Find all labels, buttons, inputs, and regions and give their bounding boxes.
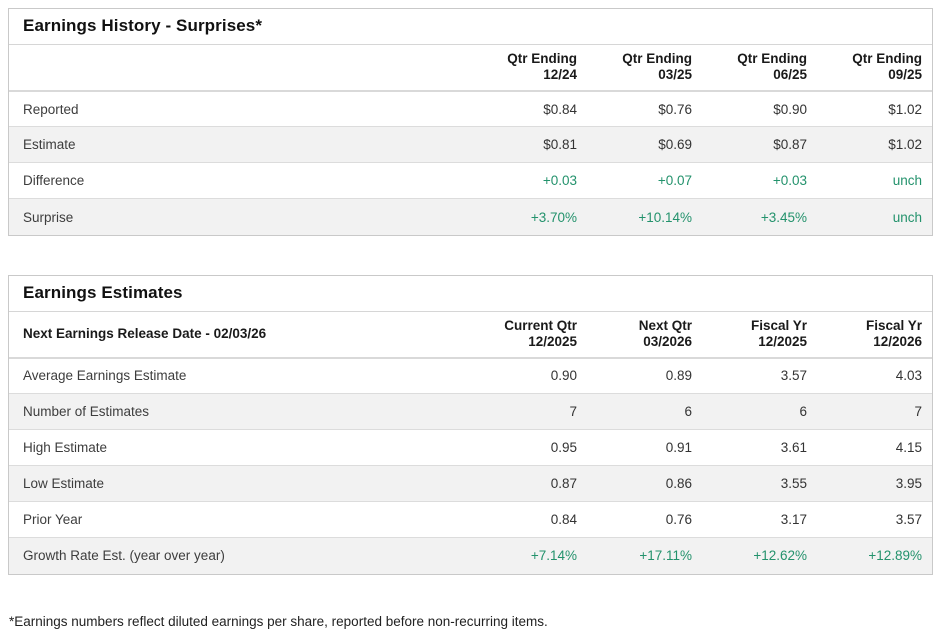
column-header: Next Qtr 03/2026 [587, 311, 702, 359]
cell-value: 0.90 [550, 368, 577, 384]
cell-value: 4.03 [895, 368, 922, 384]
column-header: Qtr Ending 09/25 [817, 45, 932, 92]
cell-value: unch [892, 173, 922, 189]
cell-value: +12.89% [868, 548, 922, 564]
earnings-history-title: Earnings History - Surprises* [9, 9, 932, 45]
row-label: Surprise [23, 209, 74, 225]
cell-value: +10.14% [638, 209, 692, 225]
cell-value: 6 [799, 404, 807, 420]
row-label: Low Estimate [23, 476, 105, 492]
cell-value: 3.57 [780, 368, 807, 384]
cell-value: 3.95 [895, 476, 922, 492]
cell-value: +0.03 [542, 173, 577, 189]
cell-value: $0.81 [543, 137, 577, 153]
earnings-estimates-table: Next Earnings Release Date - 02/03/26 Cu… [9, 311, 932, 574]
cell-value: +3.45% [760, 209, 807, 225]
cell-value: 0.91 [665, 440, 692, 456]
cell-value: +7.14% [530, 548, 577, 564]
earnings-footnote: *Earnings numbers reflect diluted earnin… [9, 613, 548, 629]
earnings-history-table: Qtr Ending 12/24 Qtr Ending 03/25 Qtr Ending… [9, 45, 932, 235]
cell-value: +0.07 [657, 173, 692, 189]
cell-value: $1.02 [888, 137, 922, 153]
cell-value: 7 [914, 404, 922, 420]
column-header: Current Qtr 12/2025 [472, 311, 587, 359]
column-header: Qtr Ending 12/24 [472, 45, 587, 92]
cell-value: 0.87 [550, 476, 577, 492]
cell-value: 3.55 [780, 476, 807, 492]
cell-value: $0.90 [773, 101, 807, 117]
row-label: Number of Estimates [23, 404, 150, 420]
cell-value: 6 [684, 404, 692, 420]
cell-value: unch [892, 209, 922, 225]
earnings-estimates-section: Earnings Estimates Next Earnings Release… [8, 274, 933, 575]
column-header-row: Next Earnings Release Date - 02/03/26 Cu… [9, 311, 932, 359]
row-label: Difference [23, 173, 85, 189]
row-label: Estimate [23, 137, 76, 153]
row-label: High Estimate [23, 440, 108, 456]
cell-value: 7 [569, 404, 577, 420]
table-row: Number of Estimates 7 6 6 7 [9, 393, 932, 430]
table-row: High Estimate 0.95 0.91 3.61 4.15 [9, 429, 932, 466]
earnings-estimates-title: Earnings Estimates [9, 276, 932, 312]
table-row: Average Earnings Estimate 0.90 0.89 3.57 4.0… [9, 357, 932, 394]
cell-value: +12.62% [753, 548, 807, 564]
cell-value: $0.84 [543, 101, 577, 117]
row-label: Growth Rate Est. (year over year) [23, 548, 225, 564]
cell-value: 0.86 [665, 476, 692, 492]
row-label: Prior Year [23, 512, 83, 528]
cell-value: 0.95 [550, 440, 577, 456]
cell-value: $0.76 [658, 101, 692, 117]
cell-value: 3.61 [780, 440, 807, 456]
table-row: Prior Year 0.84 0.76 3.17 3.57 [9, 501, 932, 538]
table-row: Difference +0.03 +0.07 +0.03 unch [9, 162, 932, 199]
cell-value: +0.03 [772, 173, 807, 189]
column-header: Qtr Ending 03/25 [587, 45, 702, 92]
column-header-row: Qtr Ending 12/24 Qtr Ending 03/25 Qtr Ending… [9, 45, 932, 92]
cell-value: 0.89 [665, 368, 692, 384]
cell-value: +3.70% [530, 209, 577, 225]
row-label: Reported [23, 101, 79, 117]
corner-cell [9, 45, 472, 92]
column-header: Fiscal Yr 12/2026 [817, 311, 932, 359]
cell-value: +17.11% [639, 548, 692, 564]
row-label: Average Earnings Estimate [23, 368, 187, 384]
cell-value: $0.87 [773, 137, 807, 153]
table-row: Surprise +3.70% +10.14% +3.45% unch [9, 198, 932, 235]
cell-value: 0.76 [665, 512, 692, 528]
table-row: Estimate $0.81 $0.69 $0.87 $1.02 [9, 126, 932, 163]
next-earnings-release-date: Next Earnings Release Date - 02/03/26 [9, 311, 472, 359]
cell-value: 4.15 [895, 440, 922, 456]
cell-value: $1.02 [888, 101, 922, 117]
table-row: Reported $0.84 $0.76 $0.90 $1.02 [9, 90, 932, 127]
column-header: Qtr Ending 06/25 [702, 45, 817, 92]
table-row: Low Estimate 0.87 0.86 3.55 3.95 [9, 465, 932, 502]
cell-value: 0.84 [550, 512, 577, 528]
cell-value: 3.57 [895, 512, 922, 528]
earnings-history-section: Earnings History - Surprises* Qtr Ending… [8, 8, 933, 236]
cell-value: $0.69 [658, 137, 692, 153]
table-row: Growth Rate Est. (year over year) +7.14% +… [9, 537, 932, 574]
cell-value: 3.17 [780, 512, 807, 528]
column-header: Fiscal Yr 12/2025 [702, 311, 817, 359]
